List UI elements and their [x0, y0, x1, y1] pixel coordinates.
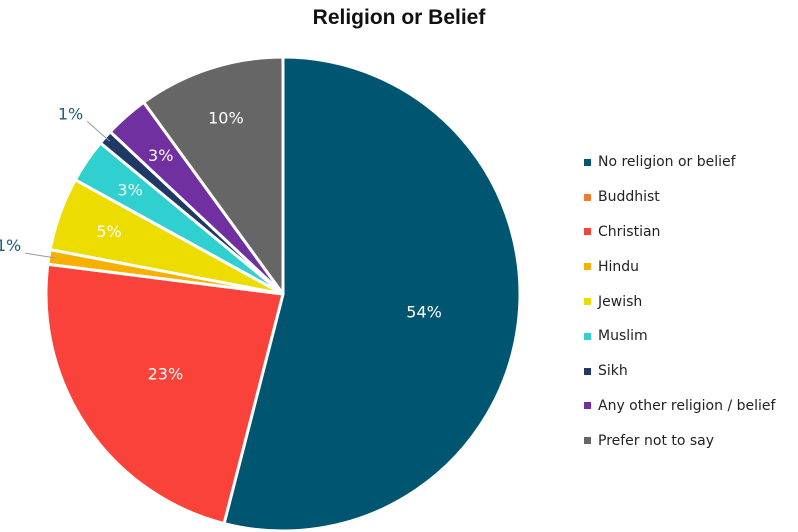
legend-label: Any other religion / belief: [598, 397, 776, 414]
legend-swatch: [584, 158, 591, 166]
legend-swatch: [584, 437, 591, 445]
legend-item-christian: Christian: [584, 215, 775, 250]
legend-label: Buddhist: [598, 189, 660, 206]
legend-item-no-religion-or-belief: No religion or belief: [584, 145, 775, 180]
legend: No religion or belief Buddhist Christian Hi…: [584, 145, 775, 458]
data-label-prefer-not-to-say: 10%: [208, 109, 244, 128]
legend-item-prefer-not-to-say: Prefer not to say: [584, 423, 775, 458]
legend-label: Jewish: [598, 293, 643, 310]
legend-item-buddhist: Buddhist: [584, 180, 775, 215]
leader-line-sikh: [86, 121, 111, 142]
legend-item-any-other-religion-belief: Any other religion / belief: [584, 389, 775, 424]
data-label-jewish: 5%: [96, 222, 121, 241]
legend-label: Sikh: [598, 363, 628, 380]
legend-item-muslim: Muslim: [584, 319, 775, 354]
legend-label: Prefer not to say: [598, 432, 715, 449]
pie-slice-no-religion-or-belief: [222, 55, 522, 532]
legend-swatch: [584, 332, 591, 340]
legend-label: No religion or belief: [598, 154, 736, 171]
pie-slice-christian: [44, 262, 285, 526]
legend-item-sikh: Sikh: [584, 354, 775, 389]
pie-slice-prefer-not-to-say: [142, 55, 285, 296]
data-label-any-other-religion-belief: 3%: [148, 146, 173, 165]
data-label-muslim: 3%: [117, 181, 142, 200]
legend-swatch: [584, 367, 591, 375]
data-label-christian: 23%: [148, 364, 184, 383]
legend-swatch: [584, 193, 591, 201]
legend-swatch: [584, 263, 591, 271]
legend-item-jewish: Jewish: [584, 284, 775, 319]
leader-line-hindu: [25, 252, 55, 259]
legend-label: Christian: [598, 223, 661, 240]
legend-label: Hindu: [598, 258, 640, 275]
legend-swatch: [584, 298, 591, 306]
data-label-hindu: 1%: [0, 236, 21, 255]
legend-label: Muslim: [598, 328, 648, 345]
data-label-sikh: 1%: [58, 104, 83, 123]
chart-title: Religion or Belief: [312, 6, 486, 29]
data-label-no-religion-or-belief: 54%: [406, 302, 442, 321]
legend-swatch: [584, 402, 591, 410]
legend-item-hindu: Hindu: [584, 249, 775, 284]
legend-swatch: [584, 228, 591, 236]
